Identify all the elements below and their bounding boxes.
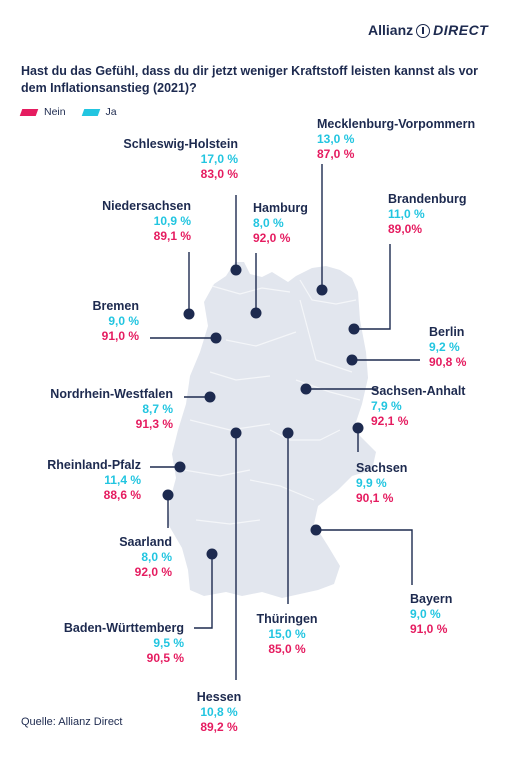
region-name-baden-wuerttemberg: Baden-Württemberg — [63, 621, 184, 635]
region-label-bremen: Bremen 9,0 % 91,0 % — [92, 299, 139, 344]
eagle-icon — [416, 24, 431, 38]
ja-value-bremen: 9,0 % — [108, 314, 139, 328]
ja-value-baden-wuerttemberg: 9,5 % — [153, 636, 184, 650]
region-marker-hessen — [230, 427, 242, 439]
region-marker-mecklenburg-vorpommern — [316, 284, 328, 296]
ja-value-thueringen: 15,0 % — [268, 627, 306, 641]
region-name-bayern: Bayern — [410, 592, 453, 606]
nein-value-sachsen-anhalt: 92,1 % — [371, 414, 409, 428]
legend-label-ja: Ja — [105, 106, 117, 118]
ja-value-brandenburg: 11,0 % — [388, 207, 425, 221]
region-marker-bremen — [210, 332, 222, 344]
leader-line-bayern — [316, 529, 413, 585]
ja-value-hessen: 10,8 % — [200, 705, 238, 719]
legend-label-nein: Nein — [44, 106, 66, 118]
region-name-saarland: Saarland — [119, 535, 172, 549]
region-marker-thueringen — [282, 427, 294, 439]
region-name-mecklenburg-vorpommern: Mecklenburg-Vorpommern — [317, 117, 476, 131]
nein-value-niedersachsen: 89,1 % — [153, 229, 191, 243]
leader-line-brandenburg — [354, 244, 391, 330]
ja-value-schleswig-holstein: 17,0 % — [200, 152, 238, 166]
ja-value-berlin: 9,2 % — [429, 340, 460, 354]
region-marker-bayern — [310, 524, 322, 536]
region-name-berlin: Berlin — [429, 325, 465, 339]
nein-value-thueringen: 85,0 % — [268, 642, 306, 656]
region-name-thueringen: Thüringen — [256, 612, 318, 626]
region-label-mecklenburg-vorpommern: Mecklenburg-Vorpommern 13,0 % 87,0 % — [317, 117, 475, 162]
region-marker-sachsen — [352, 422, 364, 434]
nein-value-sachsen: 90,1 % — [356, 491, 394, 505]
region-name-sachsen-anhalt: Sachsen-Anhalt — [371, 384, 466, 398]
region-label-hamburg: Hamburg 8,0 % 92,0 % — [253, 201, 308, 246]
region-name-hessen: Hessen — [196, 690, 242, 704]
region-marker-berlin — [346, 354, 358, 366]
ja-value-sachsen-anhalt: 7,9 % — [371, 399, 402, 413]
region-marker-nordrhein-westfalen — [204, 391, 216, 403]
germany-shape — [168, 262, 376, 598]
region-marker-niedersachsen — [183, 308, 195, 320]
region-name-nordrhein-westfalen: Nordrhein-Westfalen — [50, 387, 173, 401]
nein-value-bremen: 91,0 % — [101, 329, 139, 343]
ja-value-bayern: 9,0 % — [410, 607, 441, 621]
region-label-sachsen-anhalt: Sachsen-Anhalt 7,9 % 92,1 % — [371, 384, 465, 429]
region-name-niedersachsen: Niedersachsen — [102, 199, 191, 213]
leader-line-baden-wuerttemberg — [194, 554, 213, 629]
region-marker-saarland — [162, 489, 174, 501]
nein-value-saarland: 92,0 % — [134, 565, 172, 579]
region-marker-schleswig-holstein — [230, 264, 242, 276]
region-label-schleswig-holstein: Schleswig-Holstein 17,0 % 83,0 % — [123, 137, 238, 182]
ja-value-nordrhein-westfalen: 8,7 % — [142, 402, 173, 416]
leader-lines — [150, 164, 420, 680]
ja-value-niedersachsen: 10,9 % — [153, 214, 191, 228]
region-name-brandenburg: Brandenburg — [388, 192, 467, 206]
ja-value-sachsen: 9,9 % — [356, 476, 387, 490]
region-marker-rheinland-pfalz — [174, 461, 186, 473]
source-note: Quelle: Allianz Direct — [21, 716, 123, 728]
region-marker-hamburg — [250, 307, 262, 319]
nein-value-mecklenburg-vorpommern: 87,0 % — [317, 147, 355, 161]
region-label-rheinland-pfalz: Rheinland-Pfalz 11,4 % 88,6 % — [47, 458, 141, 503]
nein-value-schleswig-holstein: 83,0 % — [200, 167, 238, 181]
region-name-hamburg: Hamburg — [253, 201, 308, 215]
region-label-hessen: Hessen 10,8 % 89,2 % — [197, 690, 241, 735]
region-label-sachsen: Sachsen 9,9 % 90,1 % — [356, 461, 407, 506]
nein-value-brandenburg: 89,0% — [388, 222, 423, 236]
region-label-thueringen: Thüringen 15,0 % 85,0 % — [256, 612, 317, 657]
region-name-schleswig-holstein: Schleswig-Holstein — [123, 137, 238, 151]
region-label-saarland: Saarland 8,0 % 92,0 % — [119, 535, 172, 580]
region-marker-brandenburg — [348, 323, 360, 335]
chart-title: Hast du das Gefühl, dass du dir jetzt we… — [21, 64, 479, 95]
region-label-bayern: Bayern 9,0 % 91,0 % — [410, 592, 452, 637]
region-label-brandenburg: Brandenburg 11,0 % 89,0% — [388, 192, 466, 237]
region-name-sachsen: Sachsen — [356, 461, 408, 475]
nein-value-nordrhein-westfalen: 91,3 % — [135, 417, 173, 431]
region-label-baden-wuerttemberg: Baden-Württemberg 9,5 % 90,5 % — [64, 621, 184, 666]
nein-value-berlin: 90,8 % — [429, 355, 467, 369]
nein-value-bayern: 91,0 % — [410, 622, 448, 636]
region-name-bremen: Bremen — [92, 299, 139, 313]
ja-value-rheinland-pfalz: 11,4 % — [104, 473, 141, 487]
region-label-nordrhein-westfalen: Nordrhein-Westfalen 8,7 % 91,3 % — [50, 387, 173, 432]
ja-value-hamburg: 8,0 % — [253, 216, 284, 230]
nein-value-baden-wuerttemberg: 90,5 % — [146, 651, 184, 665]
nein-value-hamburg: 92,0 % — [253, 231, 291, 245]
region-marker-baden-wuerttemberg — [206, 548, 218, 560]
nein-value-rheinland-pfalz: 88,6 % — [103, 488, 141, 502]
brand-suffix: DIRECT — [433, 22, 489, 38]
brand-name: Allianz — [368, 22, 414, 38]
brand-logo: Allianz DIRECT — [368, 22, 488, 38]
legend: Nein Ja — [19, 106, 131, 119]
legend-item-ja: Ja — [81, 106, 117, 118]
nein-value-hessen: 89,2 % — [200, 720, 238, 734]
ja-value-mecklenburg-vorpommern: 13,0 % — [317, 132, 355, 146]
legend-item-nein: Nein — [19, 106, 66, 118]
region-marker-sachsen-anhalt — [300, 383, 312, 395]
region-label-berlin: Berlin 9,2 % 90,8 % — [429, 325, 466, 370]
ja-value-saarland: 8,0 % — [141, 550, 172, 564]
region-name-rheinland-pfalz: Rheinland-Pfalz — [47, 458, 141, 472]
state-borders — [183, 279, 361, 525]
region-label-niedersachsen: Niedersachsen 10,9 % 89,1 % — [102, 199, 191, 244]
